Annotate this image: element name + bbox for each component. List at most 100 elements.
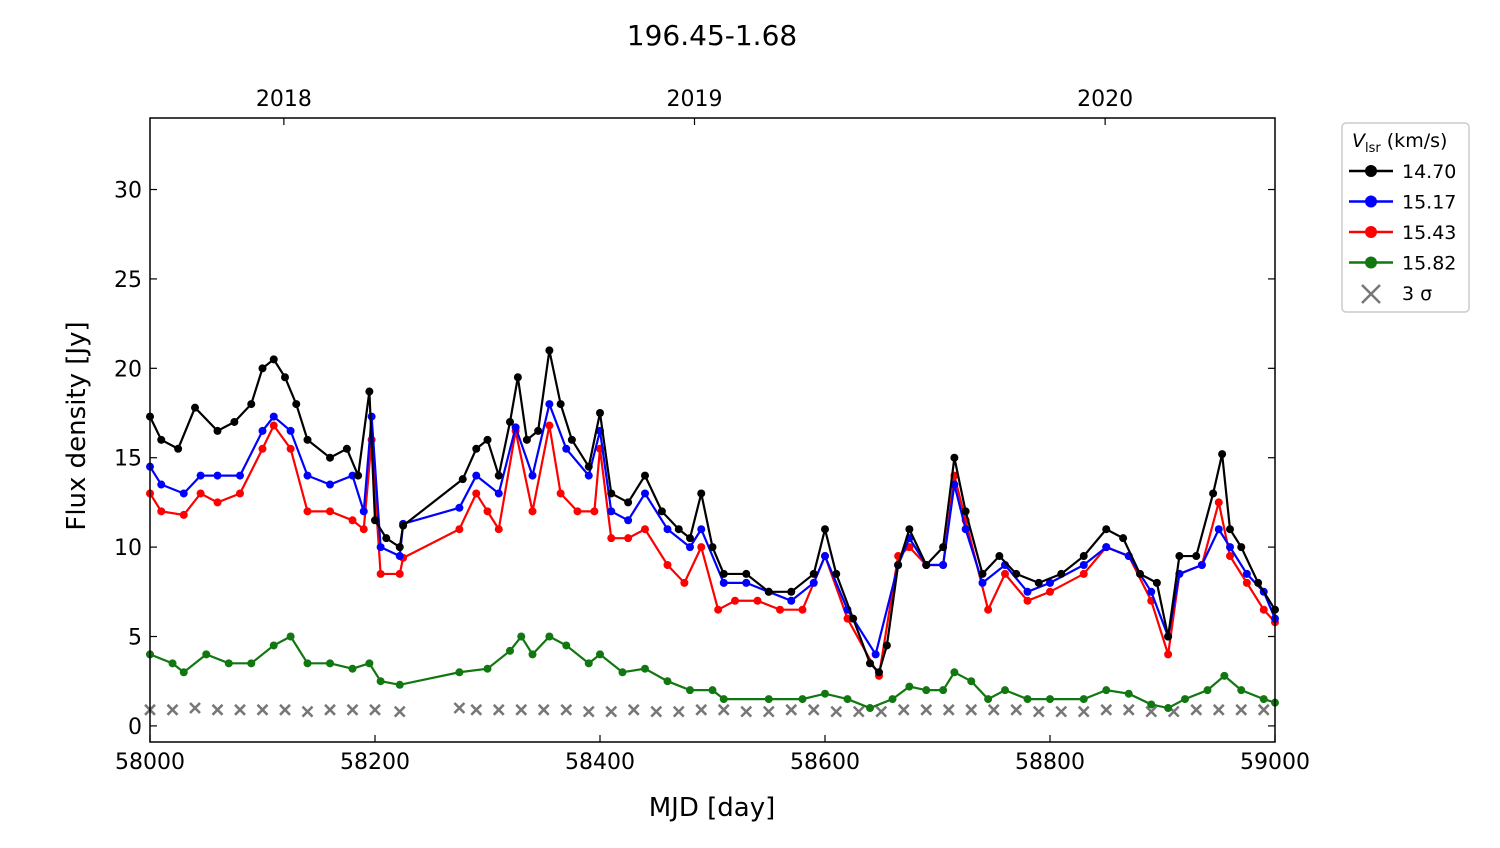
data-point [1079, 569, 1088, 578]
data-point [455, 503, 464, 512]
data-point [365, 387, 374, 396]
data-point [950, 453, 959, 462]
sigma-marker [897, 703, 910, 716]
sigma-marker [1235, 703, 1248, 716]
data-point [1242, 578, 1251, 587]
data-point [545, 421, 554, 430]
data-point [607, 507, 616, 516]
legend-label: 15.82 [1402, 253, 1456, 275]
legend-marker [1365, 256, 1377, 269]
data-point [382, 534, 391, 543]
data-point [326, 507, 334, 516]
sigma-marker [650, 705, 663, 718]
data-point [1214, 525, 1223, 534]
data-point [376, 543, 385, 552]
y-tick-label: 25 [114, 268, 142, 293]
data-point [1175, 552, 1184, 561]
y-tick-label: 20 [114, 357, 142, 382]
data-point [787, 587, 796, 596]
data-point [697, 543, 706, 552]
data-point [1079, 560, 1088, 569]
x-axis-label: MJD [day] [649, 793, 776, 823]
sigma-marker [1212, 703, 1225, 716]
data-point [1220, 671, 1229, 680]
y-tick-label: 30 [114, 179, 142, 204]
sigma-marker [627, 703, 640, 716]
data-point [809, 569, 818, 578]
data-point [764, 695, 773, 704]
data-point [573, 507, 582, 516]
data-point [714, 605, 723, 614]
sigma-marker [492, 703, 505, 716]
data-point [686, 686, 694, 695]
data-point [326, 453, 334, 462]
sigma-marker [211, 703, 224, 716]
series-15.43 [146, 421, 1279, 680]
data-point [196, 471, 205, 480]
data-point [286, 632, 295, 641]
legend-title-unit: (km/s) [1381, 130, 1448, 152]
data-point [984, 695, 993, 704]
data-point [359, 507, 368, 516]
data-point [821, 689, 829, 698]
data-point [303, 659, 312, 668]
data-point [641, 664, 649, 673]
data-point [984, 605, 993, 614]
legend-label: 15.43 [1402, 222, 1456, 244]
data-point [888, 695, 897, 704]
legend-marker [1365, 226, 1377, 238]
data-point [905, 525, 914, 534]
data-point [875, 668, 883, 677]
data-point [1147, 587, 1156, 596]
data-point [1237, 543, 1246, 552]
sigma-marker [785, 703, 798, 716]
data-point [168, 659, 177, 668]
data-point [1046, 587, 1054, 596]
data-point [376, 569, 385, 578]
data-point [922, 560, 931, 569]
legend-sigma-marker [1361, 284, 1381, 304]
y-tick-label: 0 [128, 715, 142, 740]
sigma-marker [1100, 703, 1113, 716]
data-point [247, 659, 256, 668]
data-point [708, 686, 717, 695]
sigma-marker [189, 702, 201, 714]
data-point [663, 677, 672, 686]
data-point [686, 543, 694, 552]
data-point [258, 444, 267, 453]
data-point [359, 525, 368, 534]
top-tick-label: 2018 [256, 87, 312, 112]
data-point [680, 578, 689, 587]
data-point [1203, 686, 1212, 695]
data-point [236, 489, 244, 498]
data-point [882, 641, 891, 650]
data-point [213, 498, 222, 507]
data-point [584, 462, 593, 471]
data-point [753, 596, 762, 605]
data-point [663, 560, 672, 569]
data-point [764, 587, 773, 596]
data-point [719, 578, 728, 587]
top-tick-label: 2019 [667, 87, 723, 112]
data-point [556, 400, 565, 409]
data-point [517, 632, 526, 641]
data-point [1226, 552, 1234, 561]
sigma-marker [470, 703, 483, 716]
data-point [961, 525, 970, 534]
data-point [483, 507, 492, 516]
sigma-marker [256, 703, 269, 716]
legend-label: 15.17 [1402, 192, 1456, 214]
data-point [258, 426, 267, 435]
data-point [618, 668, 627, 677]
data-point [455, 668, 464, 677]
data-point [365, 659, 374, 668]
data-point [395, 569, 404, 578]
data-point [269, 641, 278, 650]
data-point [191, 403, 199, 412]
data-point [303, 507, 312, 516]
series-14.70 [146, 346, 1279, 677]
legend-title-main: V [1352, 130, 1367, 152]
data-point [584, 659, 593, 668]
sigma-marker [717, 703, 730, 716]
